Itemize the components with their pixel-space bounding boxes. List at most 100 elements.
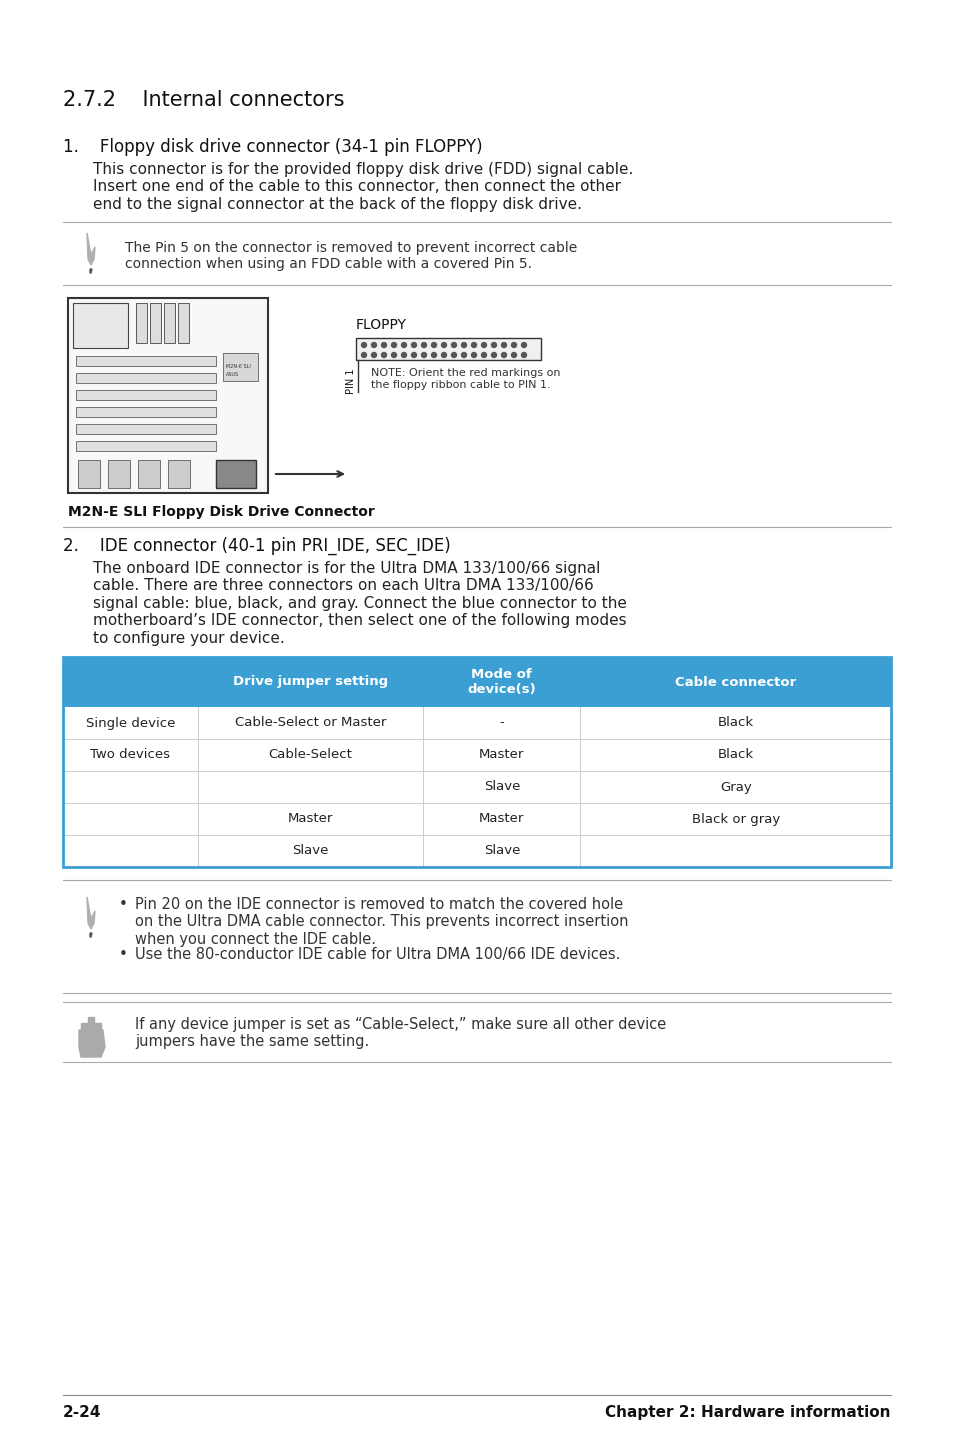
Circle shape bbox=[501, 342, 506, 348]
Circle shape bbox=[441, 352, 446, 358]
Text: Master: Master bbox=[478, 812, 524, 825]
Circle shape bbox=[361, 342, 366, 348]
Text: •: • bbox=[118, 897, 128, 912]
Circle shape bbox=[441, 342, 446, 348]
Bar bbox=[63, 771, 890, 802]
Text: •: • bbox=[118, 948, 128, 962]
Text: Slave: Slave bbox=[483, 781, 519, 794]
Circle shape bbox=[501, 352, 506, 358]
Bar bbox=[76, 372, 215, 383]
Polygon shape bbox=[87, 897, 95, 929]
Text: Cable-Select: Cable-Select bbox=[269, 749, 353, 762]
Polygon shape bbox=[94, 1022, 101, 1030]
Text: This connector is for the provided floppy disk drive (FDD) signal cable.
Insert : This connector is for the provided flopp… bbox=[92, 162, 633, 211]
Text: 2-24: 2-24 bbox=[63, 1405, 101, 1419]
Text: PIN 1: PIN 1 bbox=[346, 368, 355, 394]
Text: Single device: Single device bbox=[86, 716, 175, 729]
Circle shape bbox=[481, 342, 486, 348]
Text: Cable connector: Cable connector bbox=[675, 676, 796, 689]
Text: The Pin 5 on the connector is removed to prevent incorrect cable
connection when: The Pin 5 on the connector is removed to… bbox=[125, 242, 577, 272]
Bar bbox=[76, 441, 215, 452]
Text: 1.    Floppy disk drive connector (34-1 pin FLOPPY): 1. Floppy disk drive connector (34-1 pin… bbox=[63, 138, 482, 155]
Text: NOTE: Orient the red markings on
the floppy ribbon cable to PIN 1.: NOTE: Orient the red markings on the flo… bbox=[371, 368, 560, 390]
Circle shape bbox=[471, 352, 476, 358]
Text: 2.7.2    Internal connectors: 2.7.2 Internal connectors bbox=[63, 91, 344, 109]
Bar bbox=[178, 303, 189, 344]
Text: ASUS: ASUS bbox=[226, 371, 239, 377]
Polygon shape bbox=[87, 233, 95, 265]
Circle shape bbox=[391, 352, 396, 358]
Text: Two devices: Two devices bbox=[91, 749, 171, 762]
Text: FLOPPY: FLOPPY bbox=[355, 318, 407, 332]
Bar bbox=[223, 352, 257, 381]
Polygon shape bbox=[90, 269, 91, 273]
Bar bbox=[136, 303, 147, 344]
Circle shape bbox=[421, 352, 426, 358]
Bar bbox=[63, 707, 890, 739]
Bar bbox=[76, 390, 215, 400]
Bar bbox=[63, 835, 890, 867]
Text: If any device jumper is set as “Cable-Select,” make sure all other device
jumper: If any device jumper is set as “Cable-Se… bbox=[135, 1017, 665, 1050]
Text: Pin 20 on the IDE connector is removed to match the covered hole
on the Ultra DM: Pin 20 on the IDE connector is removed t… bbox=[135, 897, 628, 946]
Circle shape bbox=[401, 342, 406, 348]
Bar bbox=[150, 303, 161, 344]
Text: Use the 80-conductor IDE cable for Ultra DMA 100/66 IDE devices.: Use the 80-conductor IDE cable for Ultra… bbox=[135, 948, 619, 962]
Text: Slave: Slave bbox=[483, 844, 519, 857]
Text: 2.    IDE connector (40-1 pin PRI_IDE, SEC_IDE): 2. IDE connector (40-1 pin PRI_IDE, SEC_… bbox=[63, 536, 450, 555]
Polygon shape bbox=[81, 1022, 88, 1030]
Text: M2N-E SLI: M2N-E SLI bbox=[226, 364, 251, 368]
Circle shape bbox=[411, 352, 416, 358]
Circle shape bbox=[521, 342, 526, 348]
Bar bbox=[76, 407, 215, 417]
Bar bbox=[73, 303, 128, 348]
Circle shape bbox=[491, 342, 496, 348]
Text: M2N-E SLI Floppy Disk Drive Connector: M2N-E SLI Floppy Disk Drive Connector bbox=[68, 505, 375, 519]
Circle shape bbox=[381, 352, 386, 358]
Circle shape bbox=[461, 352, 466, 358]
Circle shape bbox=[401, 352, 406, 358]
Circle shape bbox=[511, 342, 516, 348]
Circle shape bbox=[381, 342, 386, 348]
Text: The onboard IDE connector is for the Ultra DMA 133/100/66 signal
cable. There ar: The onboard IDE connector is for the Ult… bbox=[92, 561, 626, 646]
Circle shape bbox=[391, 342, 396, 348]
Circle shape bbox=[431, 342, 436, 348]
Circle shape bbox=[451, 352, 456, 358]
Circle shape bbox=[511, 352, 516, 358]
Bar bbox=[63, 657, 890, 707]
Text: Mode of
device(s): Mode of device(s) bbox=[467, 669, 536, 696]
Text: Master: Master bbox=[288, 812, 333, 825]
Text: Master: Master bbox=[478, 749, 524, 762]
Circle shape bbox=[361, 352, 366, 358]
Circle shape bbox=[521, 352, 526, 358]
Circle shape bbox=[491, 352, 496, 358]
Bar bbox=[215, 460, 255, 487]
Text: Chapter 2: Hardware information: Chapter 2: Hardware information bbox=[605, 1405, 890, 1419]
Circle shape bbox=[461, 342, 466, 348]
Polygon shape bbox=[88, 1017, 94, 1030]
Circle shape bbox=[371, 342, 376, 348]
Bar bbox=[164, 303, 174, 344]
Bar bbox=[78, 460, 100, 487]
Bar bbox=[76, 424, 215, 434]
Bar bbox=[138, 460, 160, 487]
Circle shape bbox=[371, 352, 376, 358]
Bar bbox=[63, 657, 890, 867]
Polygon shape bbox=[90, 933, 91, 938]
Bar bbox=[168, 460, 190, 487]
Bar bbox=[63, 739, 890, 771]
Bar bbox=[355, 338, 540, 360]
Text: Black: Black bbox=[717, 749, 753, 762]
Circle shape bbox=[471, 342, 476, 348]
Text: Black or gray: Black or gray bbox=[691, 812, 779, 825]
Text: Gray: Gray bbox=[720, 781, 751, 794]
Bar bbox=[63, 802, 890, 835]
Bar bbox=[76, 357, 215, 367]
Circle shape bbox=[431, 352, 436, 358]
Text: -: - bbox=[499, 716, 504, 729]
Circle shape bbox=[421, 342, 426, 348]
Polygon shape bbox=[79, 1030, 105, 1057]
Circle shape bbox=[451, 342, 456, 348]
Circle shape bbox=[481, 352, 486, 358]
Bar bbox=[68, 298, 268, 493]
Bar bbox=[108, 460, 130, 487]
